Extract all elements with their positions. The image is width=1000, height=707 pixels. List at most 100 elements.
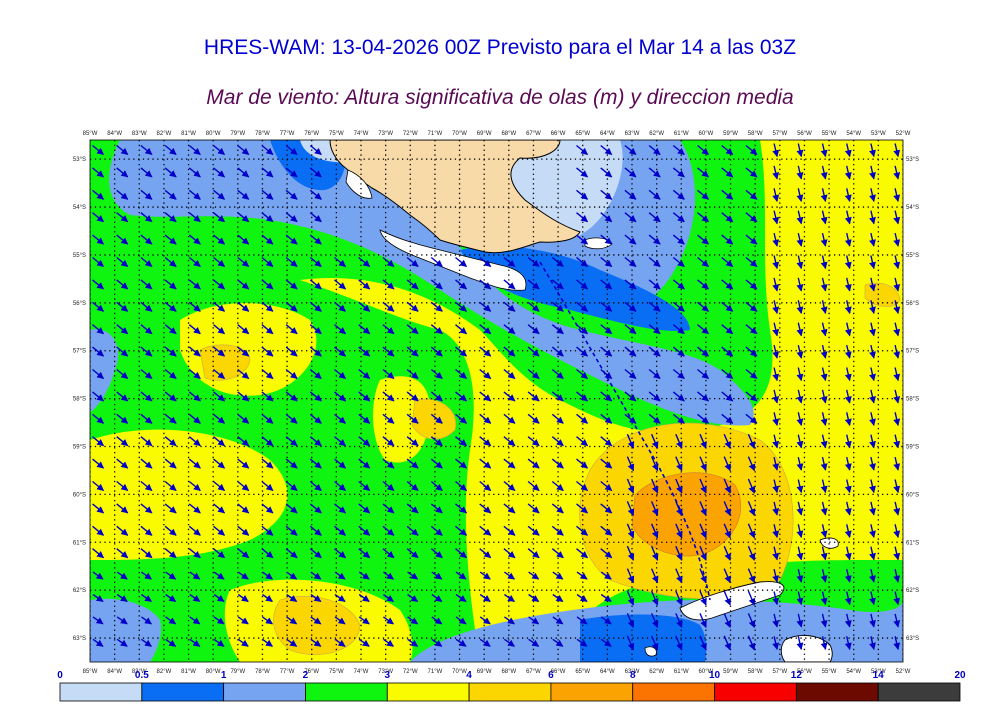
lat-tick-label: 55°S (906, 253, 919, 259)
lon-tick-label: 69°W (477, 131, 492, 137)
lon-tick-label: 66°W (551, 131, 566, 137)
lat-tick-label: 59°S (906, 444, 919, 450)
lon-tick-label: 76°W (304, 131, 319, 137)
colorbar-swatch (224, 683, 306, 701)
lat-tick-label: 54°S (906, 205, 919, 211)
lon-tick-label: 84°W (107, 669, 122, 675)
colorbar-swatch (715, 683, 797, 701)
lon-tick-label: 82°W (157, 669, 172, 675)
lon-tick-label: 74°W (354, 131, 369, 137)
lon-tick-label: 80°W (206, 131, 221, 137)
lon-tick-label: 70°W (452, 669, 467, 675)
colorbar-label: 0.5 (135, 670, 149, 681)
colorbar-label: 0 (57, 670, 63, 681)
lon-tick-label: 68°W (501, 669, 516, 675)
colorbar-label: 3 (384, 670, 390, 681)
lon-tick-label: 75°W (329, 131, 344, 137)
lon-tick-label: 67°W (526, 131, 541, 137)
lon-tick-label: 84°W (107, 131, 122, 137)
lon-tick-label: 77°W (280, 669, 295, 675)
lon-tick-label: 83°W (132, 131, 147, 137)
lon-tick-label: 61°W (674, 131, 689, 137)
lat-tick-label: 60°S (73, 492, 86, 498)
lat-tick-label: 56°S (73, 301, 86, 307)
lat-tick-label: 62°S (906, 588, 919, 594)
lon-tick-label: 85°W (83, 131, 98, 137)
lon-tick-label: 75°W (329, 669, 344, 675)
lon-tick-label: 57°W (772, 669, 787, 675)
colorbar-swatch (142, 683, 224, 701)
lon-tick-label: 71°W (428, 131, 443, 137)
colorbar-label: 10 (709, 670, 721, 681)
lon-tick-label: 79°W (230, 131, 245, 137)
colorbar-swatch (796, 683, 878, 701)
lon-tick-label: 81°W (181, 131, 196, 137)
colorbar-label: 1 (221, 670, 227, 681)
lon-tick-label: 56°W (797, 131, 812, 137)
lon-tick-label: 70°W (452, 131, 467, 137)
lon-tick-label: 81°W (181, 669, 196, 675)
lat-tick-label: 59°S (73, 444, 86, 450)
lon-tick-label: 65°W (575, 669, 590, 675)
lon-tick-label: 79°W (230, 669, 245, 675)
colorbar-label: 8 (630, 670, 636, 681)
longitude-labels-top: 85°W 84°W 83°W 82°W 81°W 80°W 79°W 78°W 77°W 76°W… (83, 131, 911, 137)
colorbar-label: 14 (873, 670, 885, 681)
colorbar-swatch (878, 683, 960, 701)
colorbar-swatch (551, 683, 633, 701)
lon-tick-label: 59°W (723, 131, 738, 137)
lat-tick-label: 56°S (906, 301, 919, 307)
lon-tick-label: 55°W (822, 131, 837, 137)
lon-tick-label: 63°W (625, 131, 640, 137)
colorbar-swatch (387, 683, 469, 701)
lon-tick-label: 64°W (600, 131, 615, 137)
lat-tick-label: 62°S (73, 588, 86, 594)
lon-tick-label: 57°W (772, 131, 787, 137)
lon-tick-label: 72°W (403, 131, 418, 137)
map-field (90, 140, 903, 662)
lon-tick-label: 67°W (526, 669, 541, 675)
longitude-labels-bottom: 85°W 84°W 83°W 82°W 81°W 80°W 79°W 78°W 77°W 76°W… (83, 669, 911, 675)
lat-tick-label: 55°S (73, 253, 86, 259)
lat-tick-label: 58°S (906, 397, 919, 403)
colorbar-label: 2 (303, 670, 309, 681)
lon-tick-label: 78°W (255, 669, 270, 675)
latitude-labels-left: 53°S54°S55°S56°S57°S58°S59°S60°S61°S62°S… (73, 157, 86, 642)
lon-tick-label: 54°W (846, 131, 861, 137)
colorbar-label: 6 (548, 670, 554, 681)
colorbar-swatch (305, 683, 387, 701)
colorbar-swatch (469, 683, 551, 701)
lat-tick-label: 53°S (906, 157, 919, 163)
lon-tick-label: 58°W (748, 669, 763, 675)
lon-tick-label: 59°W (723, 669, 738, 675)
lat-tick-label: 57°S (906, 349, 919, 355)
lat-tick-label: 60°S (906, 492, 919, 498)
lon-tick-label: 62°W (649, 669, 664, 675)
colorbar-label: 12 (791, 670, 803, 681)
lon-tick-label: 53°W (871, 131, 886, 137)
lon-tick-label: 58°W (748, 131, 763, 137)
lon-tick-label: 74°W (354, 669, 369, 675)
lon-tick-label: 61°W (674, 669, 689, 675)
lat-tick-label: 53°S (73, 157, 86, 163)
lat-tick-label: 61°S (73, 540, 86, 546)
lon-tick-label: 72°W (403, 669, 418, 675)
lat-tick-label: 63°S (906, 636, 919, 642)
lon-tick-label: 65°W (575, 131, 590, 137)
lon-tick-label: 73°W (378, 131, 393, 137)
colorbar-label: 4 (466, 670, 472, 681)
lon-tick-label: 78°W (255, 131, 270, 137)
lon-tick-label: 68°W (501, 131, 516, 137)
lon-tick-label: 52°W (896, 669, 911, 675)
lon-tick-label: 77°W (280, 131, 295, 137)
lon-tick-label: 71°W (428, 669, 443, 675)
lat-tick-label: 58°S (73, 397, 86, 403)
lon-tick-label: 80°W (206, 669, 221, 675)
colorbar-label: 20 (954, 670, 966, 681)
lon-tick-label: 82°W (157, 131, 172, 137)
lon-tick-label: 55°W (822, 669, 837, 675)
lat-tick-label: 57°S (73, 349, 86, 355)
lon-tick-label: 52°W (896, 131, 911, 137)
lon-tick-label: 62°W (649, 131, 664, 137)
